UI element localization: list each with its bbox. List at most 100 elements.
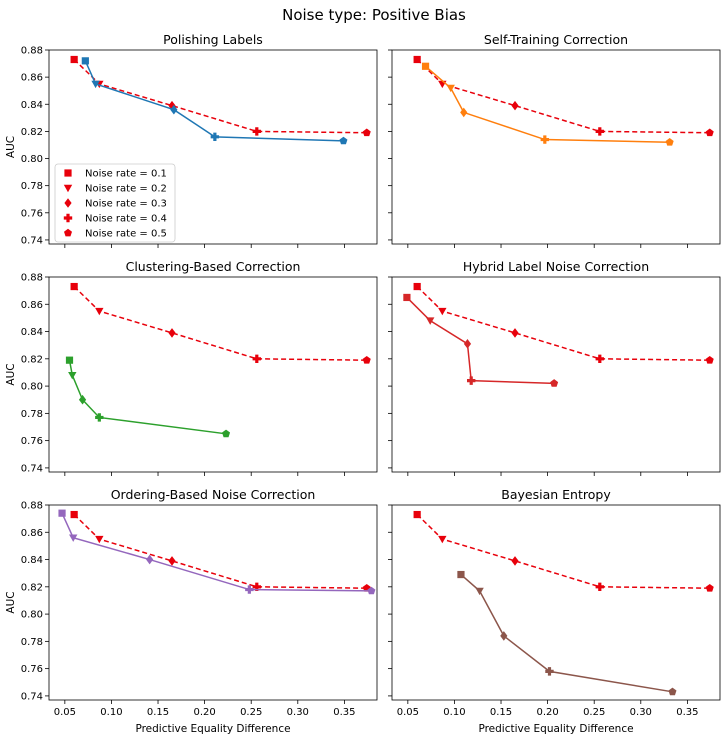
x-tick-label: 0.20 xyxy=(536,707,558,718)
legend-label: Noise rate = 0.2 xyxy=(85,184,167,195)
reference-point xyxy=(252,582,261,592)
reference-point xyxy=(413,282,421,291)
figure-title: Noise type: Positive Bias xyxy=(282,6,466,24)
x-tick-label: 0.10 xyxy=(100,707,122,718)
method-point xyxy=(91,80,100,89)
axes-frame xyxy=(391,49,721,245)
axes-frame xyxy=(48,504,378,701)
reference-point xyxy=(252,354,261,364)
y-tick-label: 0.84 xyxy=(21,327,43,338)
reference-point xyxy=(438,307,447,316)
legend-marker xyxy=(63,213,73,223)
x-tick-label: 0.10 xyxy=(443,707,465,718)
method-point xyxy=(222,429,231,438)
method-point xyxy=(58,509,66,517)
chart-panel: Bayesian Entropy 0.05 0.10 0.15 0.20 0.25 0.30… xyxy=(388,487,721,735)
method-point xyxy=(460,107,468,118)
reference-point xyxy=(511,100,519,111)
reference-point xyxy=(70,510,78,519)
method-series-line xyxy=(406,296,555,385)
chart-panel: Self-Training Correction xyxy=(388,32,721,248)
x-tick-label: 0.05 xyxy=(397,707,419,718)
chart-panel: Clustering-Based Correction 0.74 0.76 0.78 0… xyxy=(5,259,378,476)
panel-title: Polishing Labels xyxy=(163,32,263,47)
reference-series-line xyxy=(73,286,367,361)
y-tick-label: 0.88 xyxy=(21,273,43,284)
y-tick-label: 0.84 xyxy=(21,100,43,111)
y-tick-label: 0.88 xyxy=(21,501,43,512)
reference-point xyxy=(595,127,604,136)
panel-title: Hybrid Label Noise Correction xyxy=(463,259,649,274)
axes-frame xyxy=(391,276,721,473)
method-point xyxy=(95,413,104,422)
method-point xyxy=(545,667,554,676)
reference-point xyxy=(705,355,714,364)
legend-label: Noise rate = 0.4 xyxy=(85,214,167,225)
method-point xyxy=(475,587,484,596)
x-axis-label: Predictive Equality Difference xyxy=(478,723,633,735)
method-series-line xyxy=(460,573,673,693)
y-tick-label: 0.80 xyxy=(21,382,43,393)
y-tick-label: 0.86 xyxy=(21,300,43,311)
legend-label: Noise rate = 0.3 xyxy=(85,199,167,210)
reference-point xyxy=(168,328,176,338)
axes-frame xyxy=(391,504,721,701)
method-point xyxy=(146,554,154,565)
reference-point xyxy=(70,55,78,64)
y-tick-label: 0.86 xyxy=(21,528,43,539)
axes-frame xyxy=(48,276,378,473)
x-tick-label: 0.25 xyxy=(240,707,262,718)
y-tick-label: 0.74 xyxy=(21,691,43,702)
y-tick-label: 0.76 xyxy=(21,664,43,675)
y-tick-label: 0.84 xyxy=(21,555,43,566)
y-tick-label: 0.88 xyxy=(21,46,43,57)
reference-point xyxy=(595,354,604,364)
method-point xyxy=(540,135,550,144)
y-tick-label: 0.76 xyxy=(21,436,43,447)
method-point xyxy=(69,534,78,542)
legend-marker xyxy=(64,169,72,177)
reference-point xyxy=(70,282,78,291)
method-point xyxy=(446,84,455,93)
x-tick-label: 0.30 xyxy=(287,707,309,718)
method-point xyxy=(426,317,435,325)
reference-point xyxy=(595,582,604,592)
x-tick-label: 0.35 xyxy=(676,707,698,718)
legend-marker xyxy=(64,228,72,237)
method-point xyxy=(550,379,559,387)
method-point xyxy=(68,371,77,380)
legend-label: Noise rate = 0.1 xyxy=(85,169,167,180)
method-point xyxy=(170,104,178,115)
y-tick-label: 0.76 xyxy=(21,208,43,219)
method-point xyxy=(463,339,472,349)
method-point xyxy=(457,570,465,579)
panel-title: Bayesian Entropy xyxy=(501,487,611,502)
method-point xyxy=(421,62,430,70)
reference-series-line xyxy=(73,58,367,134)
method-point xyxy=(403,293,411,302)
y-axis-label: AUC xyxy=(5,363,17,385)
reference-series-line xyxy=(416,58,710,134)
y-axis-label: AUC xyxy=(5,591,17,613)
method-point xyxy=(665,138,674,146)
method-series-line xyxy=(68,360,227,435)
reference-point xyxy=(438,80,447,89)
y-tick-label: 0.80 xyxy=(21,154,43,165)
reference-point xyxy=(511,556,519,566)
reference-point xyxy=(95,307,104,316)
y-tick-label: 0.82 xyxy=(21,582,43,593)
y-axis-label: AUC xyxy=(5,136,17,158)
chart-panel: Polishing Labels 0.74 0.76 0.78 0.80 0.82 0.84… xyxy=(5,32,378,248)
method-point xyxy=(467,376,476,385)
reference-point xyxy=(95,535,104,544)
x-tick-label: 0.15 xyxy=(490,707,512,718)
y-tick-label: 0.78 xyxy=(21,637,43,648)
reference-point xyxy=(362,128,371,137)
reference-point xyxy=(438,535,447,544)
panel-title: Self-Training Correction xyxy=(484,32,628,47)
panel-title: Ordering-Based Noise Correction xyxy=(111,487,316,502)
legend-marker xyxy=(64,198,72,208)
y-tick-label: 0.74 xyxy=(21,235,43,246)
reference-series-line xyxy=(416,286,710,361)
